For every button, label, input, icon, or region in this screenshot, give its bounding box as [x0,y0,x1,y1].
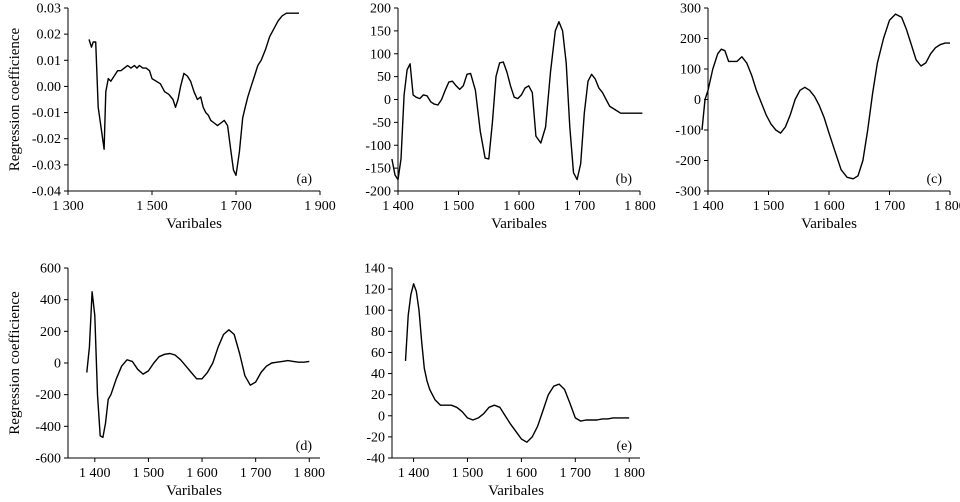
y-tick-label: -0.04 [32,185,61,200]
y-tick-label: -100 [675,124,701,139]
chart-panel-1: 0.03 0.02 0.01 0.00 -0.01 -0.02 -0.03 -0.041 30… [7,2,336,233]
y-tick-label: -40 [366,452,385,467]
y-tick-label: -200 [35,388,61,403]
x-tick-label: 1 500 [443,199,475,214]
y-tick-label: -50 [372,116,391,131]
x-tick-label: 1 400 [79,466,111,481]
y-tick-label: -100 [365,139,391,154]
y-tick-label: -200 [365,185,391,200]
panel-label: (c) [926,172,942,187]
x-tick-label: 1 600 [813,199,845,214]
y-axis-label: Regression coefficience [7,27,23,171]
y-tick-label: -0.02 [32,132,61,147]
y-tick-label: 0.02 [37,28,62,43]
x-tick-label: 1 300 [52,199,84,214]
y-tick-label: 200 [40,325,61,340]
x-tick-label: 1 600 [186,466,218,481]
y-tick-label: 0 [378,409,385,424]
x-tick-label: 1 500 [753,199,785,214]
x-tick-label: 1 500 [133,466,165,481]
chart-panel-4: 600 400 200 0 -200 -400 -600 1 400 1 500 1 600 1 7… [7,262,325,500]
y-tick-label: -400 [35,420,61,435]
x-axis-label: Varibales [166,216,222,232]
y-tick-label: 0 [54,357,61,372]
x-tick-label: 1 700 [220,199,252,214]
panel-label: (a) [296,172,312,187]
x-tick-label: 1 500 [136,199,168,214]
y-tick-label: -150 [365,162,391,177]
x-tick-label: 1 800 [294,466,326,481]
y-tick-label: 200 [680,32,701,47]
panel-label: (e) [616,439,632,454]
y-tick-label: 400 [40,293,61,308]
x-tick-label: 1 700 [240,466,272,481]
y-tick-label: 200 [370,2,391,17]
y-tick-label: 600 [40,262,61,277]
y-tick-label: 100 [364,304,385,319]
chart-panel-5: 140 120 100 80 60 40 20 0 -20 -40 1 400 1 500 1 600 1… [364,262,645,500]
x-tick-label: 1 700 [564,199,596,214]
x-tick-label: 1 600 [506,466,538,481]
series-line-1 [86,291,310,439]
y-tick-label: -300 [675,185,701,200]
x-tick-label: 1 900 [304,199,336,214]
y-tick-label: -200 [675,154,701,169]
x-axis-label: Varibales [166,483,222,499]
y-tick-label: 120 [364,283,385,298]
x-tick-label: 1 400 [382,199,414,214]
y-tick-label: 150 [370,24,391,39]
x-tick-label: 1 700 [874,199,906,214]
x-tick-label: 1 400 [398,466,430,481]
series-line-1 [391,21,643,181]
x-axis-label: Varibales [491,216,547,232]
y-tick-label: -0.03 [32,158,61,173]
x-tick-label: 1 500 [452,466,484,481]
y-tick-label: 100 [680,63,701,78]
y-tick-label: 0 [384,93,391,108]
y-tick-label: 0 [694,93,701,108]
x-axis-label: Varibales [801,216,857,232]
y-axis-label: Regression coefficience [7,291,23,435]
panel-label: (b) [616,172,633,187]
x-tick-label: 1 800 [613,466,645,481]
y-tick-label: -20 [366,430,385,445]
y-tick-label: -600 [35,452,61,467]
x-tick-label: 1 800 [934,199,960,214]
y-tick-label: 60 [371,346,385,361]
series-line-1 [88,12,299,176]
y-tick-label: -0.01 [32,106,61,121]
y-tick-label: 40 [371,367,385,382]
x-tick-label: 1 400 [692,199,724,214]
y-tick-label: 80 [371,325,385,340]
y-tick-label: 0.00 [37,80,62,95]
y-tick-label: 100 [370,47,391,62]
panel-label: (d) [296,439,313,454]
y-tick-label: 0.01 [37,54,62,69]
x-axis-label: Varibales [488,483,544,499]
series-line-1 [701,13,950,180]
x-tick-label: 1 600 [503,199,535,214]
y-tick-label: 50 [377,70,391,85]
y-tick-label: 140 [364,262,385,277]
x-tick-label: 1 800 [624,199,656,214]
series-line-1 [404,283,630,443]
y-tick-label: 0.03 [37,2,62,17]
x-tick-label: 1 700 [560,466,592,481]
y-tick-label: 20 [371,388,385,403]
y-tick-label: 300 [680,2,701,17]
